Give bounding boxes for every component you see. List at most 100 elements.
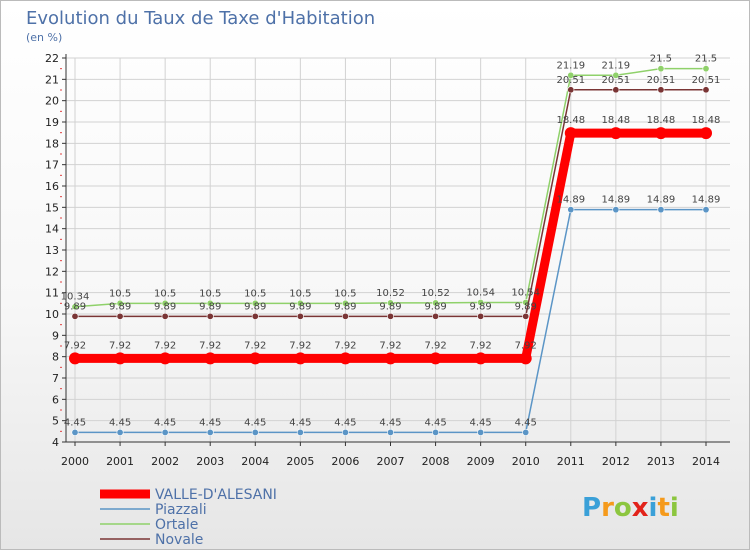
data-point <box>161 428 169 436</box>
data-point <box>116 312 124 320</box>
x-tick-label: 2001 <box>106 455 134 468</box>
data-labels: 4.45 4.45 4.45 4.45 4.45 4.45 4.45 4.45 4.45 4.45… <box>61 54 721 429</box>
y-tick-label: 6 <box>52 393 59 406</box>
data-label: 9.89 <box>470 301 492 312</box>
legend-entry: Ortale <box>155 517 198 533</box>
y-tick-label: 20 <box>45 95 59 108</box>
data-label: 10.5 <box>244 288 266 299</box>
data-label: 21.5 <box>695 54 717 65</box>
data-label: 7.92 <box>424 340 446 351</box>
data-point <box>296 299 304 307</box>
data-point <box>567 71 575 79</box>
data-point <box>657 86 665 94</box>
data-label: 7.92 <box>244 340 266 351</box>
data-label: 9.89 <box>334 301 356 312</box>
data-point <box>522 312 530 320</box>
y-tick-label: 16 <box>45 180 59 193</box>
data-point <box>161 299 169 307</box>
x-tick-label: 2013 <box>647 455 675 468</box>
y-tick-label: 18 <box>45 137 59 150</box>
data-point <box>567 206 575 214</box>
y-tick-label: 13 <box>45 244 59 257</box>
y-tick-label: 12 <box>45 265 59 278</box>
data-point <box>700 127 712 140</box>
data-point <box>294 352 307 365</box>
data-point <box>339 352 352 365</box>
data-label: 4.45 <box>154 417 176 428</box>
legend-entry: Novale <box>155 532 203 548</box>
data-label: 4.45 <box>379 417 401 428</box>
chart-title: Evolution du Taux de Taxe d'Habitation <box>26 8 375 29</box>
data-point <box>386 312 394 320</box>
data-label: 7.92 <box>109 340 131 351</box>
data-label: 7.92 <box>379 340 401 351</box>
data-label: 4.45 <box>334 417 356 428</box>
data-label: 9.89 <box>64 301 86 312</box>
data-point <box>654 127 667 140</box>
data-label: 21.5 <box>650 54 672 65</box>
data-point <box>161 312 169 320</box>
data-label: 18.48 <box>647 115 676 126</box>
data-point <box>249 352 262 365</box>
data-label: 4.45 <box>109 417 131 428</box>
y-tick-label: 9 <box>52 329 59 342</box>
y-tick-label: 21 <box>45 73 59 86</box>
data-point <box>206 312 214 320</box>
data-point <box>429 352 442 365</box>
data-label: 4.45 <box>515 417 537 428</box>
data-label: 7.92 <box>334 340 356 351</box>
data-label: 9.89 <box>154 301 176 312</box>
data-label: 9.89 <box>199 301 221 312</box>
data-point <box>71 303 79 311</box>
x-tick-label: 2004 <box>241 455 269 468</box>
series-group <box>69 65 712 436</box>
x-tick-label: 2005 <box>286 455 314 468</box>
data-label: 10.5 <box>109 288 131 299</box>
data-label: 18.48 <box>556 115 585 126</box>
data-label: 10.5 <box>199 288 221 299</box>
proxiti-logo: Proxiti <box>582 493 679 523</box>
logo-letter: o <box>614 493 632 523</box>
data-point <box>159 352 172 365</box>
data-label: 7.92 <box>154 340 176 351</box>
data-label: 4.45 <box>244 417 266 428</box>
logo-letter: t <box>657 493 669 523</box>
data-point <box>206 428 214 436</box>
data-point <box>657 206 665 214</box>
logo-letter: x <box>632 493 649 523</box>
logo-letter: r <box>601 493 614 523</box>
data-label: 10.5 <box>289 288 311 299</box>
data-label: 21.19 <box>556 60 585 71</box>
y-tick-label: 4 <box>52 436 59 449</box>
legend-entry: Piazzali <box>155 502 207 518</box>
data-label: 10.5 <box>334 288 356 299</box>
grid <box>66 57 730 443</box>
logo-letter: P <box>582 493 601 523</box>
data-label: 9.89 <box>424 301 446 312</box>
data-label: 7.92 <box>64 340 86 351</box>
data-label: 20.51 <box>556 75 585 86</box>
y-tick-label: 15 <box>45 201 59 214</box>
data-label: 14.89 <box>602 195 631 206</box>
data-label: 7.92 <box>289 340 311 351</box>
data-point <box>432 312 440 320</box>
data-point <box>477 298 485 306</box>
y-tick-label: 10 <box>45 308 59 321</box>
data-point <box>432 428 440 436</box>
x-tick-label: 2000 <box>61 455 89 468</box>
legend-entry: VALLE-D'ALESANI <box>155 487 277 503</box>
data-label: 10.54 <box>466 287 495 298</box>
y-tick-label: 7 <box>52 372 59 385</box>
data-label: 7.92 <box>470 340 492 351</box>
data-point <box>384 352 397 365</box>
data-point <box>71 312 79 320</box>
axes: 4 5 6 7 8 9 10 11 12 13 14 15 16 17 18 19 20 21 22 2000 2001… <box>45 52 730 468</box>
x-tick-label: 2010 <box>512 455 540 468</box>
data-point <box>474 352 487 365</box>
data-point <box>341 312 349 320</box>
data-label: 18.48 <box>602 115 631 126</box>
data-label: 7.92 <box>199 340 221 351</box>
x-tick-label: 2007 <box>377 455 405 468</box>
